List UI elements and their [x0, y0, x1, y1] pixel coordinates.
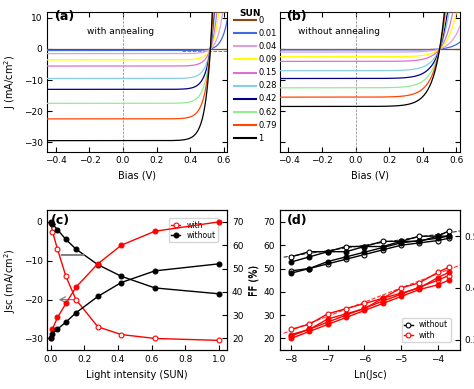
with [325, 320, 330, 324]
with [48, 221, 54, 225]
without [63, 237, 69, 242]
without [435, 238, 441, 243]
without [307, 266, 312, 271]
without [118, 274, 124, 279]
Text: 0.42: 0.42 [258, 95, 277, 103]
Text: without annealing: without annealing [298, 27, 380, 36]
with [362, 306, 367, 310]
without [288, 268, 294, 273]
Y-axis label: J (mA/cm$^2$): J (mA/cm$^2$) [2, 54, 18, 109]
X-axis label: Light intensity (SUN): Light intensity (SUN) [86, 370, 188, 380]
with [435, 278, 441, 282]
without [380, 247, 385, 252]
Y-axis label: FF (%): FF (%) [248, 265, 258, 296]
Text: with annealing: with annealing [87, 27, 154, 36]
X-axis label: Bias (V): Bias (V) [351, 171, 389, 181]
with [216, 338, 222, 343]
Text: 0.28: 0.28 [258, 81, 277, 90]
Text: (c): (c) [51, 214, 70, 228]
with [95, 324, 100, 329]
without [398, 243, 404, 247]
Line: without: without [48, 220, 221, 296]
with [398, 292, 404, 296]
without [55, 227, 60, 232]
Text: (b): (b) [287, 10, 308, 23]
with [55, 247, 60, 251]
Line: with: with [289, 273, 451, 338]
Text: 0: 0 [258, 16, 264, 25]
Y-axis label: FF (%): FF (%) [249, 265, 259, 296]
without [362, 252, 367, 257]
Text: 1: 1 [258, 134, 264, 143]
with [63, 274, 69, 279]
with [288, 334, 294, 338]
Y-axis label: Jsc (mA/cm$^2$): Jsc (mA/cm$^2$) [2, 248, 18, 312]
Text: 0.04: 0.04 [258, 42, 277, 51]
without [446, 236, 452, 240]
Text: 0.79: 0.79 [258, 121, 277, 130]
without [95, 262, 100, 267]
Text: 0.09: 0.09 [258, 55, 277, 64]
Legend: without, with: without, with [401, 318, 451, 342]
with [417, 285, 422, 289]
Text: 0.15: 0.15 [258, 68, 277, 77]
without [48, 220, 54, 224]
with [50, 229, 55, 234]
Line: with: with [48, 221, 221, 343]
without [152, 286, 158, 290]
Text: (d): (d) [287, 214, 308, 228]
Legend: with, without: with, without [169, 218, 218, 242]
with [343, 313, 349, 317]
without [50, 221, 55, 226]
Text: SUN: SUN [240, 9, 261, 18]
without [325, 261, 330, 266]
without [417, 240, 422, 245]
X-axis label: Ln(Jsc): Ln(Jsc) [354, 370, 386, 380]
Text: 0.62: 0.62 [258, 108, 277, 117]
without [343, 257, 349, 261]
X-axis label: Bias (V): Bias (V) [118, 171, 156, 181]
without [216, 291, 222, 296]
with [446, 273, 452, 278]
with [73, 297, 79, 302]
with [118, 332, 124, 337]
Text: 0.01: 0.01 [258, 29, 277, 38]
with [152, 336, 158, 341]
with [307, 327, 312, 331]
Line: without: without [289, 236, 451, 273]
Text: (a): (a) [55, 10, 75, 23]
with [380, 299, 385, 303]
without [73, 247, 79, 251]
